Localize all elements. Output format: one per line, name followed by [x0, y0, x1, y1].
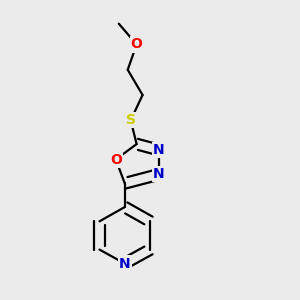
Text: N: N	[153, 143, 165, 157]
Text: N: N	[153, 167, 165, 182]
Text: S: S	[126, 113, 136, 127]
Text: O: O	[131, 38, 142, 52]
Text: O: O	[110, 152, 122, 167]
Text: N: N	[119, 256, 130, 271]
